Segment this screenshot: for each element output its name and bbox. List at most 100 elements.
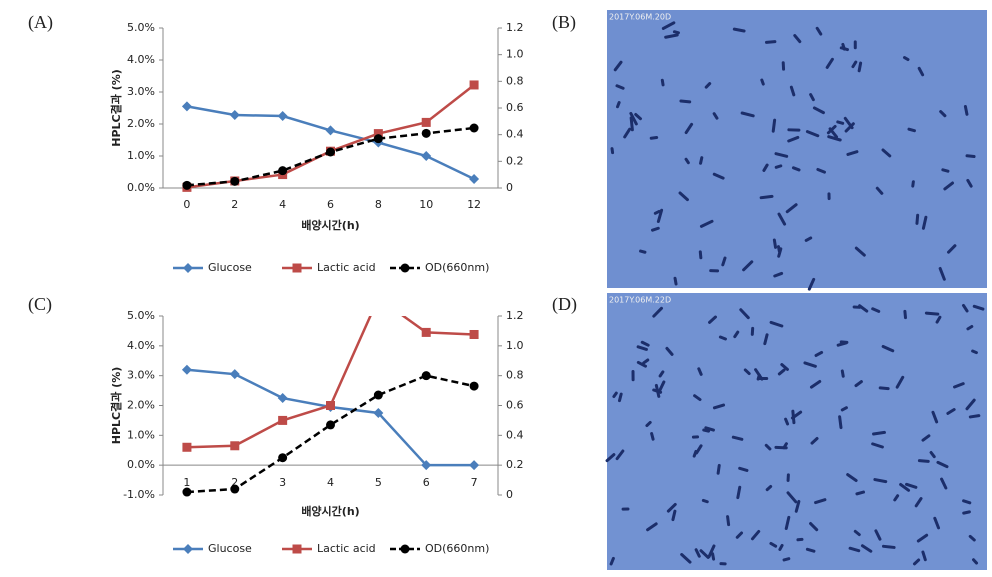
- y-tick-label: 1.0%: [127, 428, 155, 441]
- legend-label: Lactic acid: [317, 261, 376, 274]
- marker: [230, 485, 239, 494]
- y-tick-label: 0.0%: [127, 181, 155, 194]
- line-series: [187, 370, 474, 465]
- marker: [326, 125, 336, 135]
- marker: [230, 369, 240, 379]
- x-tick-label: 5: [375, 476, 382, 489]
- y2-tick-label: 0: [506, 488, 513, 501]
- marker: [470, 382, 479, 391]
- marker: [421, 151, 431, 161]
- y2-tick-label: 0.6: [506, 399, 524, 412]
- micrograph: 2017Y.06M.22D: [607, 293, 987, 570]
- marker: [469, 460, 479, 470]
- marker: [422, 371, 431, 380]
- image-timestamp: 2017Y.06M.22D: [609, 296, 671, 305]
- y2-tick-label: 1.2: [506, 21, 524, 34]
- marker: [374, 391, 383, 400]
- y-tick-label: 5.0%: [127, 309, 155, 322]
- legend-label: Glucose: [208, 261, 252, 274]
- x-tick-label: 8: [375, 198, 382, 211]
- plot-area: [182, 80, 479, 191]
- marker: [183, 263, 193, 273]
- marker: [278, 453, 287, 462]
- marker: [182, 365, 192, 375]
- x-axis-title: 배양시간(h): [301, 504, 359, 518]
- y2-tick-label: 0.4: [506, 128, 524, 141]
- marker: [278, 111, 288, 121]
- marker: [230, 177, 239, 186]
- y-tick-label: 2.0%: [127, 117, 155, 130]
- marker: [278, 166, 287, 175]
- marker: [182, 443, 191, 452]
- marker: [230, 441, 239, 450]
- y-tick-label: 3.0%: [127, 369, 155, 382]
- y-tick-label: 5.0%: [127, 21, 155, 34]
- y-tick-label: 4.0%: [127, 53, 155, 66]
- legend-label: Lactic acid: [317, 542, 376, 555]
- legend-label: OD(660nm): [425, 542, 489, 555]
- y-tick-label: 0.0%: [127, 458, 155, 471]
- marker: [470, 330, 479, 339]
- marker: [182, 101, 192, 111]
- panel-label: (C): [28, 294, 52, 315]
- image-timestamp: 2017Y.06M.20D: [609, 13, 671, 22]
- marker: [326, 401, 335, 410]
- marker: [422, 118, 431, 127]
- micrograph: 2017Y.06M.20D: [607, 10, 987, 289]
- plot-area: [182, 294, 479, 497]
- y2-tick-label: 0.8: [506, 369, 524, 382]
- y-axis-title: HPLC결과 (%): [109, 367, 123, 445]
- y2-tick-label: 0.8: [506, 74, 524, 87]
- y-tick-label: 3.0%: [127, 85, 155, 98]
- panel-label: (D): [552, 294, 577, 315]
- y2-tick-label: 0.6: [506, 101, 524, 114]
- line-series: [187, 128, 474, 185]
- x-tick-label: 4: [279, 198, 286, 211]
- marker: [422, 129, 431, 138]
- y-tick-label: 2.0%: [127, 399, 155, 412]
- marker: [230, 110, 240, 120]
- panel-label: (B): [552, 12, 576, 33]
- y-tick-label: -1.0%: [123, 488, 155, 501]
- y2-tick-label: 0.2: [506, 154, 524, 167]
- x-tick-label: 0: [183, 198, 190, 211]
- y2-tick-label: 0.2: [506, 458, 524, 471]
- marker: [182, 488, 191, 497]
- marker: [374, 134, 383, 143]
- marker: [326, 148, 335, 157]
- marker: [278, 393, 288, 403]
- marker: [470, 80, 479, 89]
- marker: [182, 181, 191, 190]
- marker: [326, 420, 335, 429]
- x-tick-label: 10: [419, 198, 433, 211]
- y2-tick-label: 1.0: [506, 48, 524, 61]
- marker: [401, 545, 410, 554]
- x-tick-label: 6: [423, 476, 430, 489]
- x-axis-title: 배양시간(h): [301, 218, 359, 232]
- marker: [374, 294, 383, 303]
- x-tick-label: 2: [231, 198, 238, 211]
- marker: [278, 416, 287, 425]
- y-axis-title: HPLC결과 (%): [109, 69, 123, 147]
- x-tick-label: 1: [183, 476, 190, 489]
- marker: [470, 124, 479, 133]
- y2-tick-label: 1.2: [506, 309, 524, 322]
- line-series: [187, 85, 474, 187]
- panel-label: (A): [28, 12, 53, 33]
- marker: [401, 264, 410, 273]
- legend-label: Glucose: [208, 542, 252, 555]
- marker: [293, 264, 302, 273]
- marker: [293, 545, 302, 554]
- marker: [183, 544, 193, 554]
- y2-tick-label: 0: [506, 181, 513, 194]
- x-tick-label: 12: [467, 198, 481, 211]
- x-tick-label: 4: [327, 476, 334, 489]
- y-tick-label: 1.0%: [127, 149, 155, 162]
- y2-tick-label: 0.4: [506, 428, 524, 441]
- x-tick-label: 3: [279, 476, 286, 489]
- x-tick-label: 6: [327, 198, 334, 211]
- legend-label: OD(660nm): [425, 261, 489, 274]
- marker: [469, 174, 479, 184]
- y2-tick-label: 1.0: [506, 339, 524, 352]
